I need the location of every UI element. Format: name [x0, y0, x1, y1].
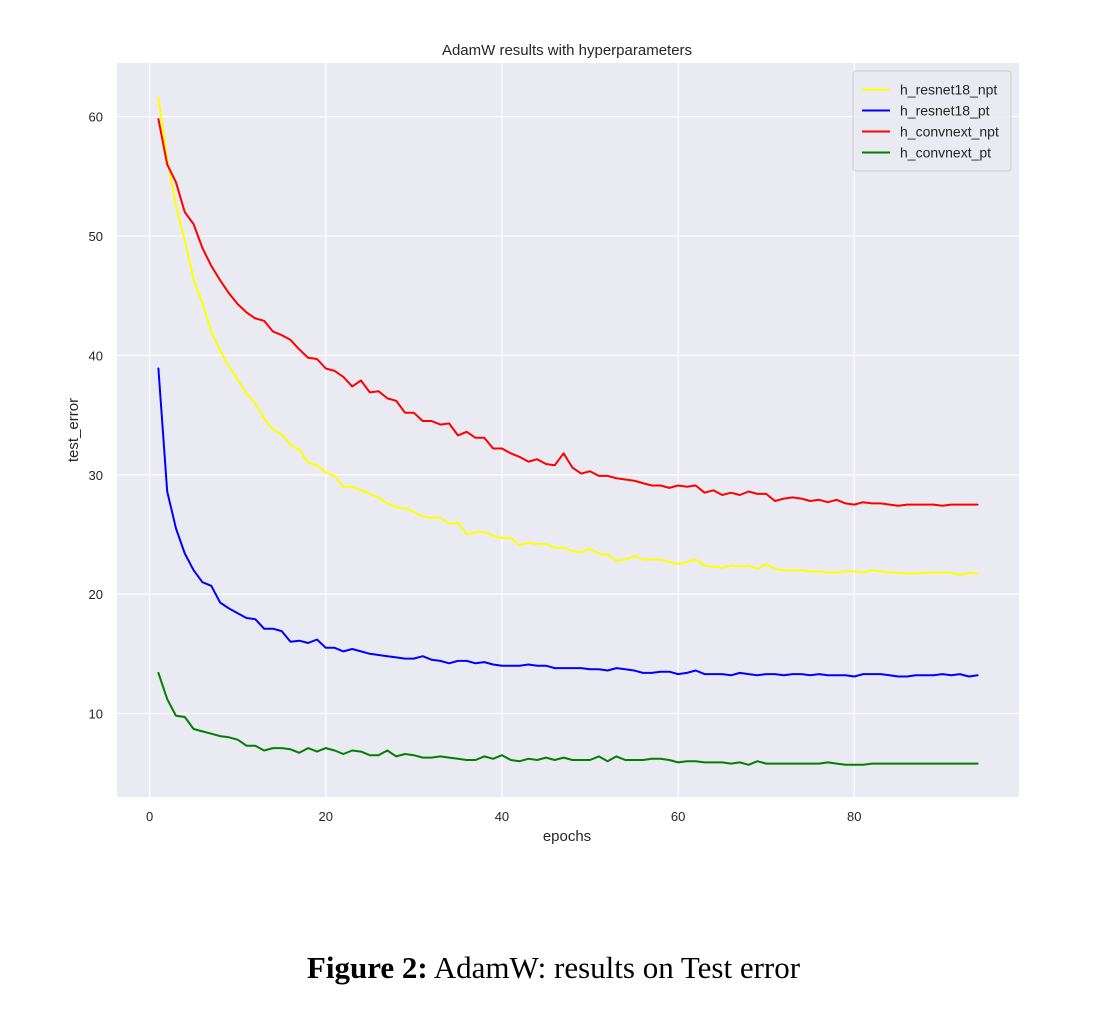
plot-area	[117, 63, 1019, 797]
caption-prefix: Figure 2:	[306, 950, 428, 985]
x-tick-label: 20	[319, 809, 333, 824]
x-tick-label: 80	[847, 809, 861, 824]
x-tick-label: 60	[671, 809, 685, 824]
y-tick-label: 60	[89, 110, 103, 125]
y-tick-label: 30	[89, 468, 103, 483]
line-chart: AdamW results with hyperparameters 0 20 40…	[65, 42, 1019, 845]
series-line-h_resnet18_pt	[157, 367, 979, 678]
figure-caption: Figure 2: AdamW: results on Test error	[0, 950, 1107, 986]
y-tick-label: 50	[89, 229, 103, 244]
series-line-h_convnext_pt	[157, 671, 979, 766]
series-line-h_convnext_npt	[157, 118, 979, 507]
legend-label: h_convnext_pt	[900, 145, 991, 161]
caption-text: AdamW: results on Test error	[433, 950, 801, 985]
legend-label: h_resnet18_pt	[900, 103, 990, 119]
y-axis-label: test_error	[65, 398, 82, 462]
chart-title: AdamW results with hyperparameters	[442, 42, 692, 59]
y-tick-label: 20	[89, 587, 103, 602]
grid	[117, 63, 1019, 797]
x-tick-label: 40	[495, 809, 509, 824]
y-tick-label: 40	[89, 348, 103, 363]
x-axis-label: epochs	[543, 828, 591, 845]
x-tick-label: 0	[146, 809, 153, 824]
legend-box	[852, 70, 1012, 172]
legend: h_resnet18_npt h_resnet18_pt h_convnext_np…	[852, 70, 1012, 172]
series-lines	[157, 96, 979, 766]
y-tick-label: 10	[89, 706, 103, 721]
legend-label: h_convnext_npt	[900, 124, 999, 140]
series-line-h_resnet18_npt	[157, 96, 979, 576]
legend-label: h_resnet18_npt	[900, 82, 997, 98]
tick-labels: 0 20 40 60 80 10 20 30 40 50 60	[89, 110, 862, 824]
